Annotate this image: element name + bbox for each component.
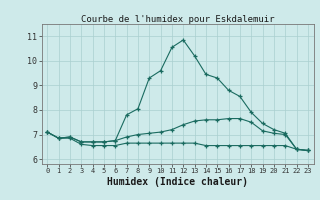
X-axis label: Humidex (Indice chaleur): Humidex (Indice chaleur) [107, 177, 248, 187]
Title: Courbe de l'humidex pour Eskdalemuir: Courbe de l'humidex pour Eskdalemuir [81, 15, 274, 24]
